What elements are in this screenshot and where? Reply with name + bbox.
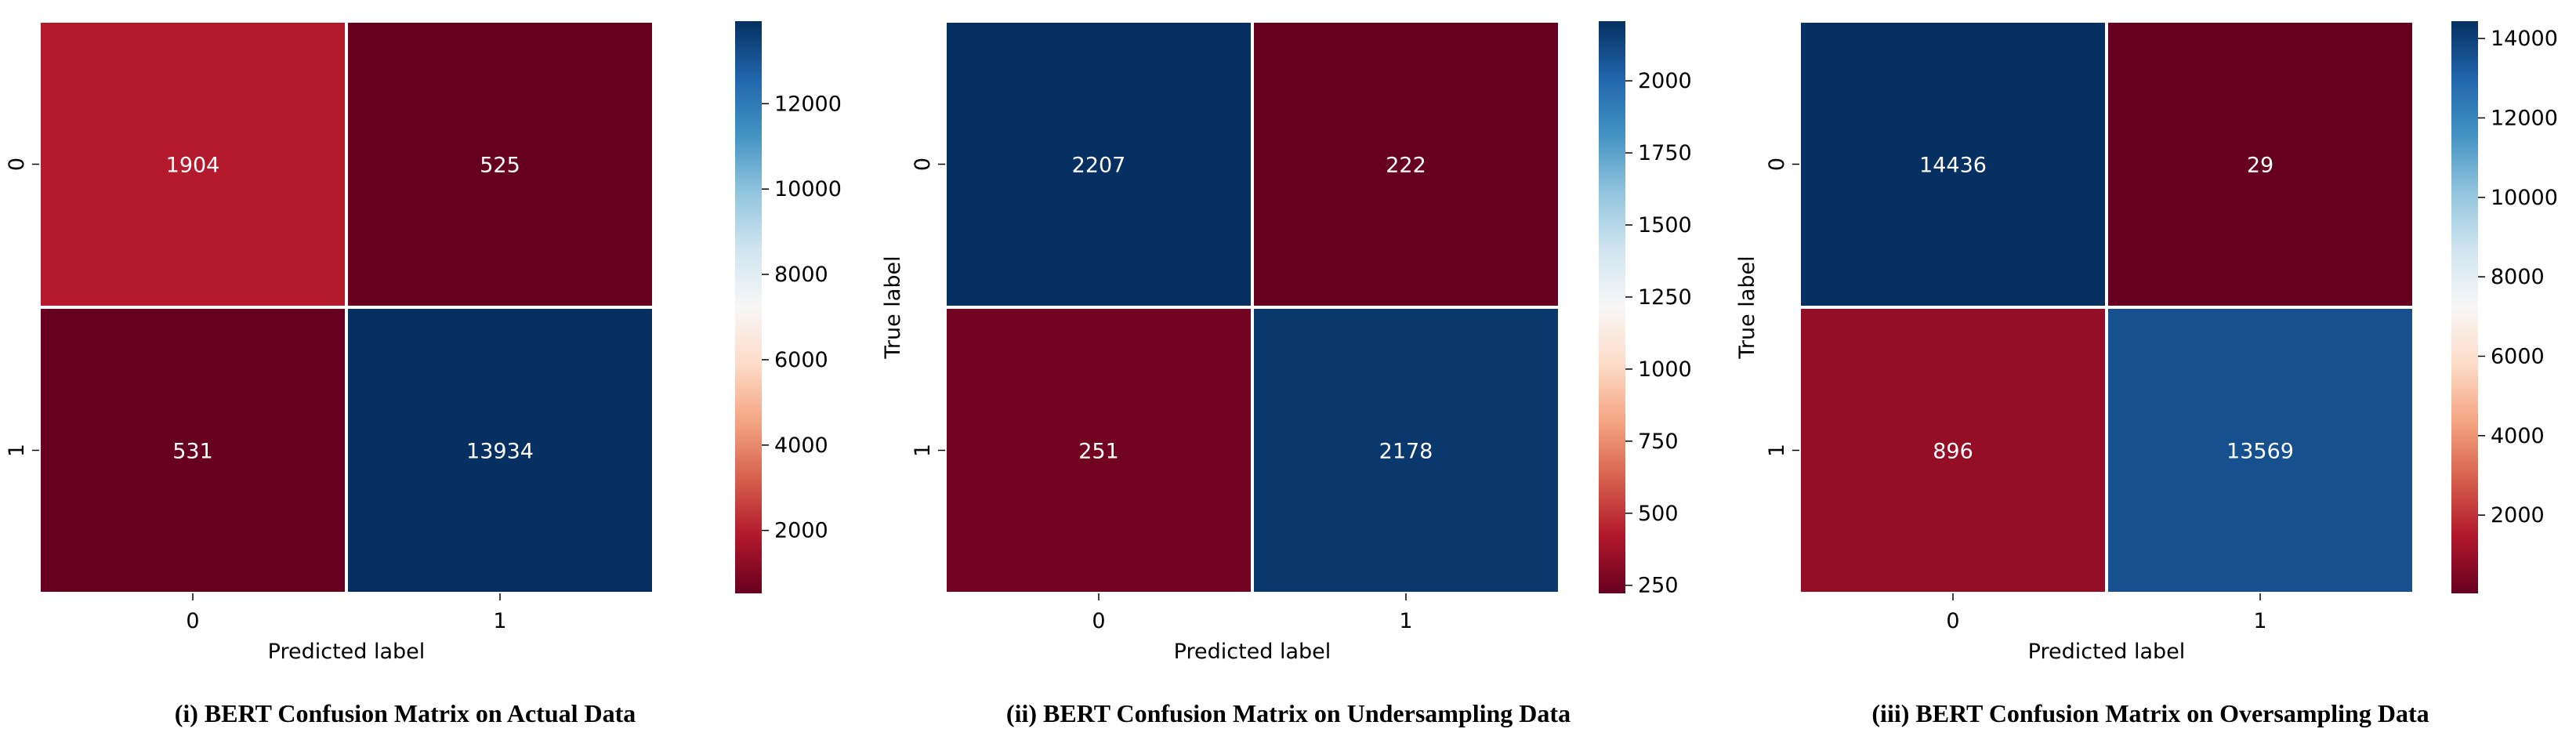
heatmap-cell [345,20,655,309]
y-tick-label: 0 [5,158,29,171]
cell-value-label: 1904 [166,154,220,178]
colorbar-tick-label: 6000 [774,348,828,372]
y-axis-label: True label [1735,256,1759,359]
cell-value-label: 896 [1933,440,1973,464]
x-tick-label: 1 [2253,609,2266,633]
colorbar [735,21,762,593]
heatmap-cell [1251,306,1561,595]
cell-value-label: 2207 [1072,154,1126,178]
colorbar-tick-label: 12000 [774,92,842,116]
colorbar-tick-label: 6000 [2491,344,2545,368]
y-axis-label: True label [881,256,905,359]
x-tick-label: 0 [1092,609,1105,633]
heatmap-cell [944,306,1254,595]
heatmap-panel-2: 14436 29 896 13569 0 1 0 1 Predicted label True l… [1735,20,2558,664]
x-tick-label: 0 [1946,609,1959,633]
colorbar [2451,21,2478,593]
colorbar-tick-label: 1250 [1638,285,1692,310]
y-tick-label: 1 [5,444,29,457]
colorbar-tick-label: 2000 [774,519,828,543]
colorbar-tick-label: 8000 [774,263,828,287]
cell-value-label: 29 [2247,154,2273,178]
colorbar-tick-label: 1750 [1638,141,1692,165]
heatmap-cell [2105,20,2415,309]
colorbar-tick-label: 10000 [774,177,842,201]
cell-value-label: 13569 [2226,440,2294,464]
colorbar-tick-label: 10000 [2491,186,2558,210]
heatmap-panel-1: 2207 222 251 2178 0 1 0 1 Predicted label True la… [881,20,1692,664]
cell-value-label: 2178 [1379,440,1433,464]
heatmap-cell [1798,306,2108,595]
colorbar-tick-label: 12000 [2491,106,2558,130]
cell-value-label: 14436 [1919,154,1987,178]
colorbar-tick-label: 500 [1638,502,1679,526]
y-tick-label: 0 [1765,158,1789,171]
colorbar-tick-label: 2000 [2491,503,2545,528]
heatmap-cell [38,306,348,595]
cell-value-label: 531 [172,440,213,464]
x-tick-label: 1 [1399,609,1412,633]
x-tick-label: 1 [493,609,506,633]
caption-oversampling-data: (iii) BERT Confusion Matrix on Oversampl… [1871,699,2429,727]
colorbar-tick-label: 4000 [2491,424,2545,448]
heatmap-cell [38,20,348,309]
heatmap-cell [1251,20,1561,309]
colorbar-tick-label: 2000 [1638,69,1692,93]
colorbar-tick-label: 750 [1638,430,1679,454]
heatmap-cell [2105,306,2415,595]
caption-undersampling-data: (ii) BERT Confusion Matrix on Undersampl… [1005,699,1571,727]
cell-value-label: 251 [1078,440,1119,464]
colorbar-tick-label: 4000 [774,433,828,458]
cell-value-label: 525 [480,154,520,178]
x-axis-label: Predicted label [268,640,426,664]
colorbar [1599,21,1625,593]
x-tick-label: 0 [186,609,199,633]
x-axis-label: Predicted label [2028,640,2186,664]
y-tick-label: 0 [911,158,935,171]
x-axis-label: Predicted label [1174,640,1331,664]
y-tick-label: 1 [911,444,935,457]
cell-value-label: 222 [1386,154,1426,178]
y-tick-label: 1 [1765,444,1789,457]
colorbar-tick-label: 1500 [1638,213,1692,238]
caption-actual-data: (i) BERT Confusion Matrix on Actual Data [174,699,636,727]
colorbar-tick-label: 1000 [1638,357,1692,382]
colorbar-tick-label: 250 [1638,574,1679,598]
cell-value-label: 13934 [466,440,534,464]
heatmap-cell [345,306,655,595]
colorbar-tick-label: 8000 [2491,265,2545,289]
colorbar-tick-label: 14000 [2491,27,2558,51]
